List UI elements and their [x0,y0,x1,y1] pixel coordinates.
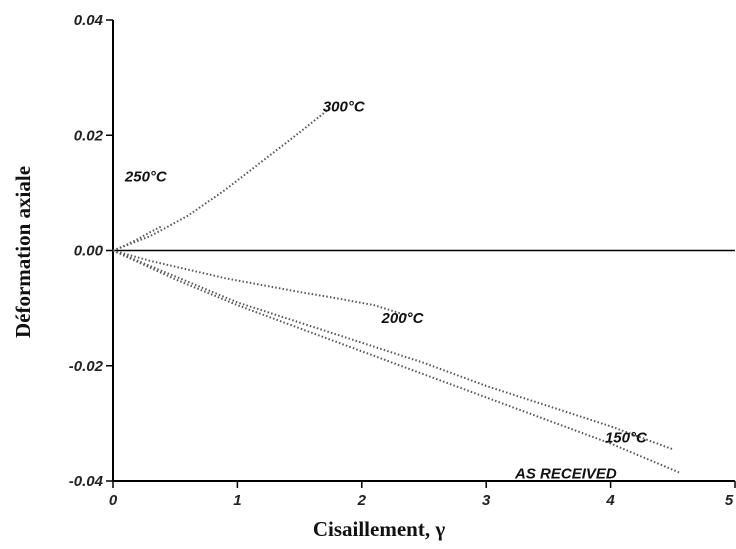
series-line [112,224,164,252]
y-tick-label: 0.02 [74,127,104,144]
y-tick-label: -0.02 [69,358,104,375]
y-tick-label: 0.00 [74,243,104,260]
series-line [112,249,674,451]
series-label: 250°C [124,169,168,186]
x-axis-ticks: 0 1 2 3 4 5 [109,481,736,509]
series-labels: 300°C 250°C 200°C 150°C AS RECEIVED [124,99,648,483]
x-tick-label: 4 [605,492,615,509]
y-axis-ticks: 0.04 0.02 0.00 -0.02 -0.04 [69,12,113,490]
series-label: 150°C [605,429,648,446]
series-line [112,249,680,474]
x-axis-title: Cisaillement, γ [313,517,445,541]
series-line [112,106,332,252]
y-tick-label: 0.04 [74,12,104,29]
series-label: AS RECEIVED [514,465,617,482]
series-label: 200°C [381,310,425,327]
x-tick-label: 0 [109,492,118,509]
x-tick-label: 2 [357,492,367,509]
y-axis-title: Déformation axiale [11,166,35,338]
series-line [112,249,412,318]
x-tick-label: 3 [482,492,491,509]
series-layer [112,106,680,474]
series-label: 300°C [323,99,366,116]
x-tick-label: 1 [233,492,241,509]
plot-frame [112,20,735,482]
x-tick-label: 5 [725,492,734,509]
y-tick-label: -0.04 [69,473,104,490]
